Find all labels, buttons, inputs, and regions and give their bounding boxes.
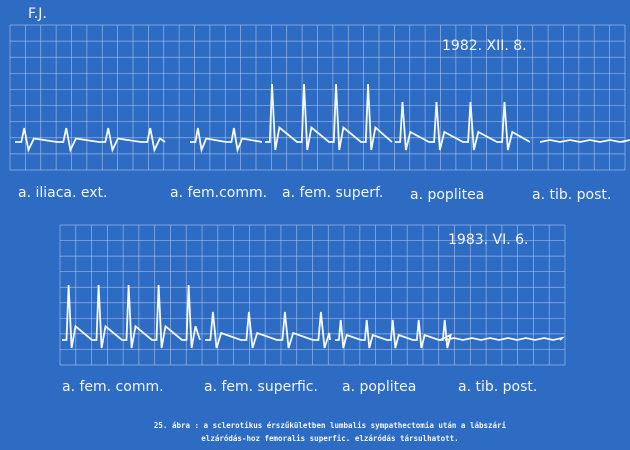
vessel-label: a. tib. post. xyxy=(458,379,537,395)
date: 1982. XII. 8. xyxy=(442,38,527,54)
date: 1983. VI. 6. xyxy=(448,232,529,248)
vessel-label: a. poplitea xyxy=(342,379,416,395)
caption: 25. ábra : a sclerotikus érszűkületben l… xyxy=(154,421,507,430)
grid xyxy=(9,24,626,171)
vessel-label: a. tib. post. xyxy=(532,187,611,203)
waveform xyxy=(62,284,565,349)
vessel-label: a. fem.comm. xyxy=(170,185,267,201)
vessel-label: a. fem. superfic. xyxy=(204,379,318,395)
caption: elzáródás-hoz femoralis superfic. elzáró… xyxy=(201,434,458,443)
vessel-label: a. fem. comm. xyxy=(62,379,164,395)
vessel-label: a. poplitea xyxy=(410,187,484,203)
patient-id: F.J. xyxy=(28,6,47,22)
vessel-label: a. fem. superf. xyxy=(282,185,383,201)
waveform xyxy=(15,83,630,154)
vessel-label: a. iliaca. ext. xyxy=(18,185,108,201)
